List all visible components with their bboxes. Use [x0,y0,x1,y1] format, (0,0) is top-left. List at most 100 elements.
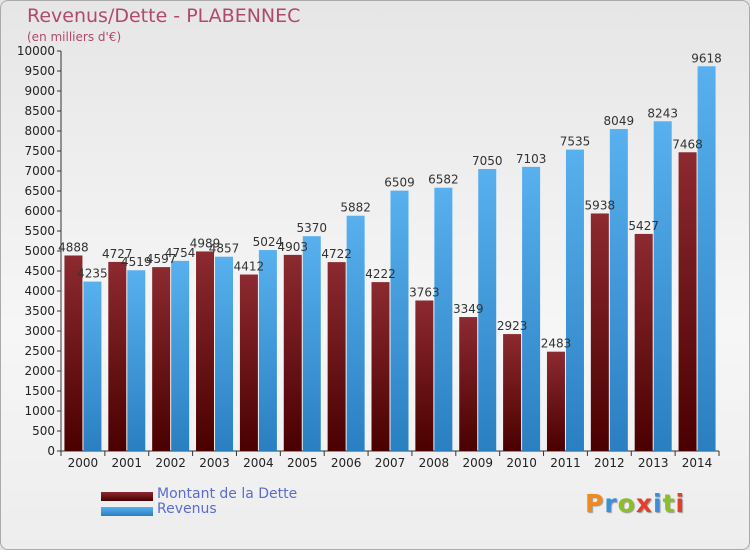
bar-dette [459,317,478,451]
y-tick-label: 8500 [24,104,55,118]
bar-label-dette: 3763 [409,285,440,299]
y-tick-label: 3000 [24,324,55,338]
y-tick-label: 2500 [24,344,55,358]
bar-label-revenus: 7050 [472,154,503,168]
logo-letter: x [635,489,653,518]
bar-label-revenus: 5024 [253,235,284,249]
bar-label-revenus: 7103 [516,152,547,166]
x-tick-label: 2005 [287,456,318,470]
bar-label-dette: 4888 [58,240,89,254]
y-tick-label: 10000 [17,44,55,58]
bar-label-revenus: 7535 [560,135,591,149]
bar-label-dette: 2923 [497,319,528,333]
bar-dette [108,261,127,451]
bar-label-dette: 7468 [672,137,703,151]
x-tick-label: 2001 [112,456,143,470]
y-tick-label: 8000 [24,124,55,138]
bar-dette [327,262,346,451]
bar-label-dette: 2483 [541,337,572,351]
bar-revenus [478,169,497,451]
logo-letter: i [675,489,686,518]
bar-label-dette: 4989 [190,236,221,250]
logo-letter: r [604,489,618,518]
bar-revenus [215,256,234,451]
y-tick-label: 5000 [24,244,55,258]
bar-revenus [258,250,277,451]
y-tick-label: 9500 [24,64,55,78]
bar-revenus [171,260,190,451]
bar-label-dette: 4412 [234,260,265,274]
chart-title: Revenus/Dette - PLABENNEC [27,5,301,27]
x-tick-label: 2009 [462,456,493,470]
bar-label-revenus: 8049 [604,114,635,128]
y-tick-label: 6000 [24,204,55,218]
y-axis: 0 500 1000 1500 2000 2500 3000 3500 4000 4500 5000… [17,44,62,458]
y-tick-label: 6500 [24,184,55,198]
bar-label-revenus: 8243 [647,106,678,120]
bar-label-revenus: 4754 [165,246,196,260]
bar-label-revenus: 9618 [691,51,722,65]
bar-label-dette: 4222 [365,267,396,281]
x-axis: 2000 2001 2002 2003 2004 2005 2006 2007 2008 2009… [60,450,720,470]
x-tick-label: 2012 [594,456,625,470]
y-tick-label: 3500 [24,304,55,318]
y-tick-label: 1500 [24,384,55,398]
x-tick-label: 2014 [682,456,713,470]
bar-revenus [434,187,453,451]
bar-dette [678,152,697,451]
bar-revenus [83,281,102,451]
y-tick-label: 7000 [24,164,55,178]
bar-dette [590,213,609,451]
x-tick-label: 2003 [199,456,230,470]
bar-label-revenus: 4857 [209,242,240,256]
bar-label-revenus: 4519 [121,255,152,269]
legend-swatch-dette [101,492,153,501]
bar-label-dette: 4727 [102,247,133,261]
bar-revenus [653,121,672,451]
bar-dette [546,351,565,451]
y-tick-label: 2000 [24,364,55,378]
proxiti-logo: Proxiti [585,489,685,518]
bar-revenus [609,129,628,452]
bar-revenus [302,236,321,451]
logo-letter: o [617,489,636,518]
bar-revenus [346,215,365,451]
bar-dette [64,255,83,451]
bar-dette [283,254,302,451]
y-tick-label: 4500 [24,264,55,278]
x-tick-label: 2007 [375,456,406,470]
y-tick-label: 9000 [24,84,55,98]
bar-label-dette: 3349 [453,302,484,316]
chart-subtitle: (en milliers d'€) [27,30,122,44]
bar-revenus [390,190,409,451]
bar-label-dette: 4722 [321,247,352,261]
x-tick-label: 2013 [638,456,669,470]
bar-dette [371,282,390,451]
bars [64,66,716,452]
logo-letter: P [585,489,605,518]
legend-swatch-revenus [101,507,153,516]
x-tick-label: 2000 [68,456,99,470]
x-tick-label: 2004 [243,456,274,470]
bar-label-revenus: 5370 [296,221,327,235]
x-tick-label: 2010 [506,456,537,470]
x-tick-label: 2008 [419,456,450,470]
bar-label-revenus: 6509 [384,176,415,190]
bar-revenus [565,149,584,451]
bar-label-dette: 4903 [277,240,308,254]
bar-dette [634,233,653,451]
bar-dette [415,300,434,451]
bar-dette [196,251,215,451]
y-tick-label: 1000 [24,404,55,418]
y-tick-label: 5500 [24,224,55,238]
bar-revenus [522,166,541,451]
bar-dette [239,274,258,451]
logo-letter: i [653,489,663,518]
x-tick-label: 2011 [550,456,581,470]
bar-label-dette: 5427 [628,219,659,233]
legend-label-revenus: Revenus [157,501,217,517]
logo-letter: t [662,489,676,518]
